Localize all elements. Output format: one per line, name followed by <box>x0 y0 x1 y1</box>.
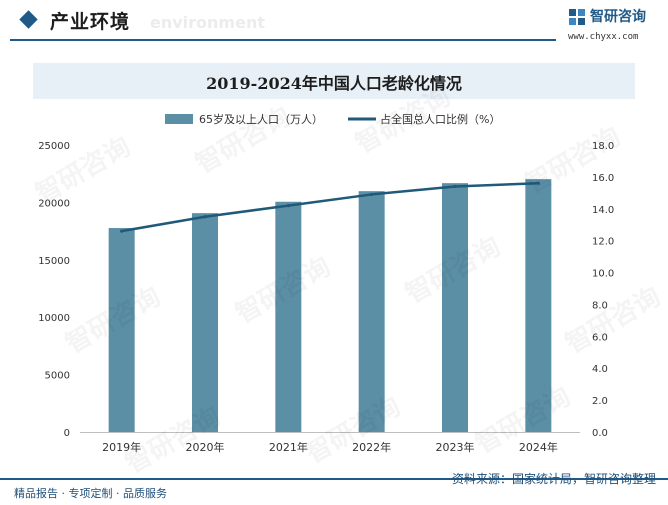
left-axis-tick-label: 25000 <box>38 141 70 152</box>
right-axis-tick-label: 12.0 <box>592 237 614 248</box>
ratio-point-2021年 <box>286 203 290 208</box>
page-header: environment 产业环境 智研咨询 www.chyxx.com <box>0 0 668 46</box>
ratio-point-2019年 <box>120 229 124 233</box>
ratio-point-2024年 <box>536 181 540 185</box>
left-axis-tick-label: 15000 <box>38 256 70 267</box>
right-axis-tick-label: 0.0 <box>592 428 608 439</box>
diamond-icon <box>19 10 38 29</box>
bar-2023年 <box>442 183 468 432</box>
chart: 65岁及以上人口（万人） 占全国总人口比例（%） 0 5000 10000 15000 20… <box>38 112 614 454</box>
x-axis-tick-label: 2022年 <box>352 440 391 454</box>
right-axis-tick-label: 8.0 <box>592 300 608 311</box>
ratio-line <box>121 182 539 233</box>
header-divider <box>10 39 556 41</box>
right-axis-tick-label: 14.0 <box>592 205 614 216</box>
x-axis-tick-label: 2021年 <box>269 440 308 454</box>
legend-line-label: 占全国总人口比例（%） <box>380 112 500 126</box>
right-axis-tick-label: 10.0 <box>592 269 614 280</box>
ratio-point-2020年 <box>203 215 207 219</box>
x-axis-tick-label: 2023年 <box>436 440 475 454</box>
left-axis-tick-label: 10000 <box>38 313 70 324</box>
bar-2021年 <box>275 201 302 432</box>
section-subtitle: environment <box>150 13 265 32</box>
x-axis-tick-label: 2024年 <box>519 440 558 454</box>
legend-bar-label: 65岁及以上人口（万人） <box>199 112 323 126</box>
left-axis-tick-label: 5000 <box>45 371 70 382</box>
ratio-point-2023年 <box>453 184 457 189</box>
brand-url: www.chyxx.com <box>568 32 639 42</box>
ratio-point-2022年 <box>370 192 374 197</box>
brand-logo-icon <box>569 9 585 25</box>
chart-title-banner: 2019-2024年中国人口老龄化情况 <box>33 63 635 99</box>
x-axis-tick-label: 2020年 <box>186 440 225 454</box>
right-axis-tick-label: 2.0 <box>592 396 608 407</box>
section-title: 产业环境 <box>50 11 131 33</box>
bar-2024年 <box>525 179 552 432</box>
data-source: 资料来源：国家统计局，智研咨询整理 <box>451 472 656 486</box>
right-axis-tick-label: 16.0 <box>592 173 614 184</box>
right-axis-tick-label: 4.0 <box>592 364 608 375</box>
footer-divider <box>0 478 668 480</box>
bar-2022年 <box>358 191 385 432</box>
bar-2019年 <box>108 228 135 432</box>
legend-bar-swatch <box>165 114 193 124</box>
x-axis-tick-label: 2019年 <box>102 440 141 454</box>
right-axis-tick-label: 18.0 <box>592 141 614 152</box>
left-axis-tick-label: 0 <box>64 428 70 439</box>
right-axis-tick-label: 6.0 <box>592 332 608 343</box>
footer-slogan: 精品报告 · 专项定制 · 品质服务 <box>14 487 167 500</box>
brand-name: 智研咨询 <box>590 9 646 25</box>
chart-title: 2019-2024年中国人口老龄化情况 <box>206 74 462 93</box>
bar-2020年 <box>192 213 218 432</box>
left-axis-tick-label: 20000 <box>38 198 70 209</box>
